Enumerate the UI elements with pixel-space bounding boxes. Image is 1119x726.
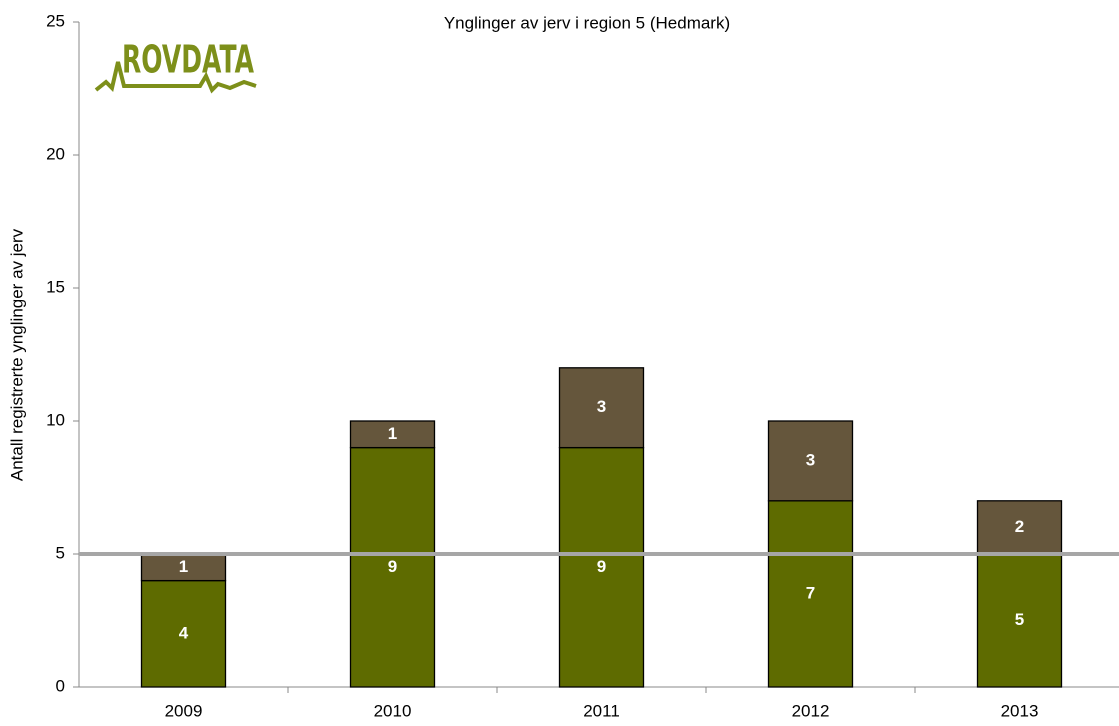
logo-line (94, 61, 257, 94)
x-tick-label: 2012 (792, 701, 830, 720)
bar-segment (558, 446, 645, 688)
bar-segment (349, 446, 436, 688)
bar-segment (140, 553, 227, 582)
bar-segment (140, 579, 227, 688)
y-tick-label: 0 (56, 676, 65, 695)
x-tick-label: 2010 (374, 701, 412, 720)
y-axis-label: Antall registrerte ynglinger av jerv (7, 228, 26, 481)
value-label: 3 (806, 450, 815, 469)
x-tick-label: 2013 (1001, 701, 1039, 720)
bar-segment (349, 420, 436, 449)
bar-segment (767, 500, 854, 688)
y-tick-label: 10 (46, 410, 65, 429)
value-label: 1 (388, 424, 397, 443)
value-label: 1 (179, 557, 188, 576)
chart-title: Ynglinger av jerv i region 5 (Hedmark) (444, 13, 730, 32)
bar-segment (976, 553, 1063, 688)
x-tick-label: 2011 (583, 701, 620, 720)
y-tick-label: 5 (56, 543, 65, 562)
value-label: 4 (179, 623, 189, 642)
logo: ROVDATA (94, 38, 257, 94)
y-tick-label: 20 (46, 144, 65, 163)
bar-segment (558, 367, 645, 449)
value-label: 2 (1015, 517, 1024, 536)
logo-text: ROVDATA (122, 38, 254, 82)
value-label: 9 (388, 557, 397, 576)
value-label: 7 (806, 583, 815, 602)
x-tick-label: 2009 (165, 701, 203, 720)
bar-segment (767, 420, 854, 502)
value-label: 5 (1015, 610, 1024, 629)
y-tick-label: 25 (46, 11, 65, 30)
value-label: 3 (597, 397, 606, 416)
value-label: 9 (597, 557, 606, 576)
y-tick-label: 15 (46, 277, 65, 296)
